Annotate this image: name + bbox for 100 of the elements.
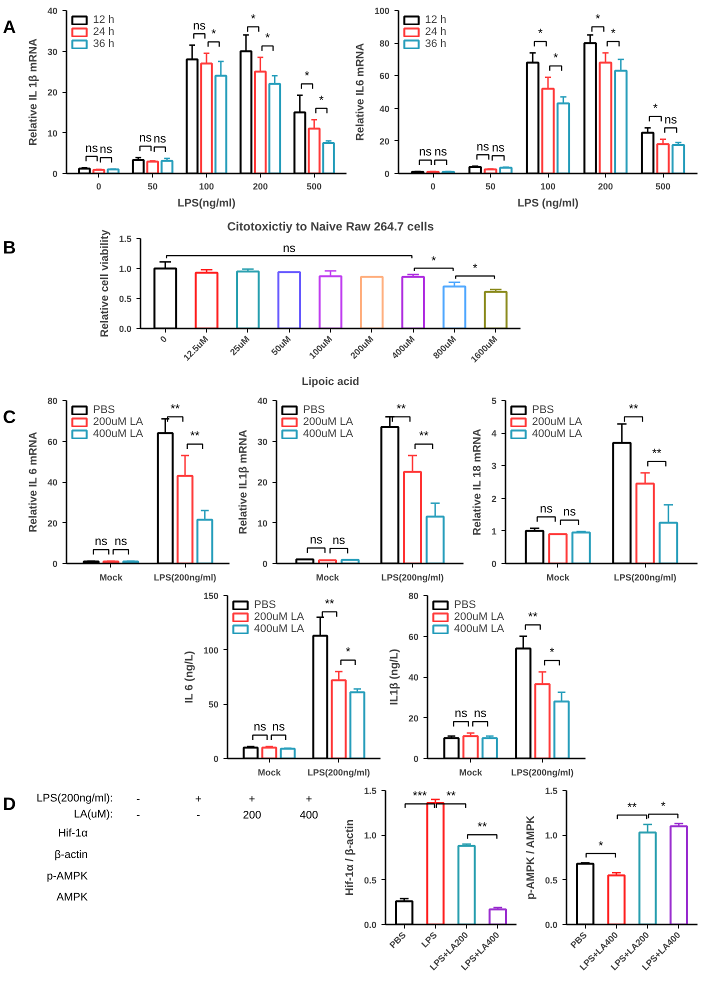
legend-label: 400uM LA — [454, 623, 504, 635]
text: β-actin — [54, 848, 88, 861]
annotation: *** — [412, 788, 428, 803]
y-axis-title: Relative IL6 mRNA — [354, 43, 366, 141]
y-axis-title: p-AMPK / AMPK — [524, 816, 537, 900]
annotation: ns — [139, 130, 152, 145]
annotation: ns — [434, 144, 448, 159]
text: D — [2, 794, 16, 814]
x-tick-label: Mock — [546, 572, 570, 582]
annotation: * — [304, 68, 310, 82]
annotation: * — [319, 92, 324, 107]
x-tick-label: 200 — [252, 182, 268, 192]
y-tick-label: 40 — [257, 396, 268, 406]
annotation: ns — [272, 720, 285, 734]
y-axis-title: Relative IL 6 mRNA — [27, 432, 40, 532]
legend-label: PBS — [93, 404, 116, 416]
annotation: ** — [419, 428, 429, 443]
x-tick-label: 200 — [598, 182, 614, 192]
y-tick-label: 5 — [491, 396, 497, 406]
y-tick-label: 50 — [208, 700, 219, 710]
annotation: ** — [478, 820, 488, 834]
legend-label: 200uM LA — [454, 611, 504, 623]
y-tick-label: 30 — [47, 46, 58, 57]
x-tick-label: Mock — [459, 768, 484, 778]
x-tick-label: LPS(200ng/ml) — [381, 572, 444, 582]
y-tick-label: 0.0 — [118, 324, 132, 334]
annotation: ns — [192, 18, 206, 32]
annotation: * — [538, 26, 543, 40]
legend-label: 400uM LA — [532, 428, 582, 440]
y-tick-label: 0 — [384, 169, 390, 179]
y-tick-label: 100 — [374, 6, 390, 16]
text: + — [195, 794, 202, 806]
y-tick-label: 1.0 — [118, 264, 132, 274]
x-tick-label: 0 — [96, 182, 102, 192]
annotation: ns — [85, 140, 98, 155]
y-tick-label: 80 — [47, 396, 58, 406]
y-tick-label: 40 — [47, 6, 58, 16]
y-tick-label: 60 — [47, 436, 58, 447]
annotation: * — [346, 644, 351, 659]
legend-label: PBS — [254, 599, 276, 611]
annotation: ** — [446, 788, 456, 803]
y-tick-label: 0 — [52, 169, 58, 179]
y-tick-label: 100 — [203, 645, 219, 656]
y-tick-label: 10 — [257, 518, 268, 528]
annotation: ** — [627, 800, 637, 814]
text: LPS(200ng/ml): — [36, 792, 113, 805]
annotation: ns — [664, 112, 678, 126]
x-tick-label: LPS(200ng/ml) — [154, 572, 216, 582]
y-tick-label: 150 — [203, 591, 219, 601]
annotation: ns — [310, 532, 323, 547]
text: LA(uM): — [74, 808, 113, 821]
y-tick-label: 1.0 — [544, 830, 558, 841]
annotation: ns — [254, 720, 266, 734]
y-tick-label: 0 — [52, 559, 58, 569]
x-axis-title: LPS(ng/ml) — [177, 198, 236, 210]
legend-label: 12 h — [93, 14, 114, 26]
x-tick-label: 50 — [148, 182, 158, 192]
annotation: ns — [474, 706, 487, 720]
legend-label: 200uM LA — [254, 611, 304, 623]
y-tick-label: 0.5 — [544, 875, 558, 886]
y-tick-label: 20 — [257, 478, 268, 488]
y-tick-label: 80 — [408, 591, 419, 601]
annotation: ** — [170, 401, 180, 416]
text: B — [2, 238, 16, 258]
annotation: * — [553, 50, 558, 64]
y-tick-label: 60 — [408, 632, 419, 642]
x-tick-label: 0 — [158, 334, 169, 345]
y-tick-label: 0.5 — [364, 875, 377, 886]
annotation: ** — [628, 401, 638, 416]
y-tick-label: 60 — [379, 71, 390, 82]
y-tick-label: 80 — [379, 38, 390, 49]
y-tick-label: 40 — [408, 672, 419, 682]
text: + — [248, 794, 256, 806]
text: - — [136, 794, 140, 806]
annotation: * — [472, 261, 478, 276]
y-tick-label: 20 — [47, 88, 58, 98]
legend-label: 400uM LA — [93, 428, 144, 440]
annotation: ns — [418, 144, 432, 159]
text: AMPK — [56, 892, 88, 904]
annotation: ** — [528, 609, 538, 624]
y-tick-label: 0.0 — [544, 920, 558, 930]
x-tick-label: LPS(200ng/ml) — [614, 572, 676, 582]
text: Hif-1α — [58, 827, 88, 840]
annotation: * — [431, 253, 436, 268]
x-tick-label: Mock — [316, 572, 340, 582]
annotation: * — [610, 26, 616, 40]
y-tick-label: 3 — [491, 461, 497, 472]
annotation: * — [596, 11, 600, 26]
x-tick-label: 500 — [655, 182, 671, 192]
y-tick-label: 40 — [47, 478, 58, 488]
annotation: ** — [396, 401, 406, 416]
annotation: ns — [563, 504, 576, 519]
y-tick-label: 30 — [257, 436, 268, 447]
annotation: * — [250, 11, 256, 26]
x-tick-label: 500 — [306, 182, 322, 192]
y-tick-label: 2 — [491, 494, 497, 504]
x-axis-title: Lipoic acid — [302, 376, 360, 388]
annotation: * — [211, 26, 216, 40]
legend-label: 200uM LA — [93, 416, 144, 428]
legend-label: 400uM LA — [303, 428, 354, 440]
